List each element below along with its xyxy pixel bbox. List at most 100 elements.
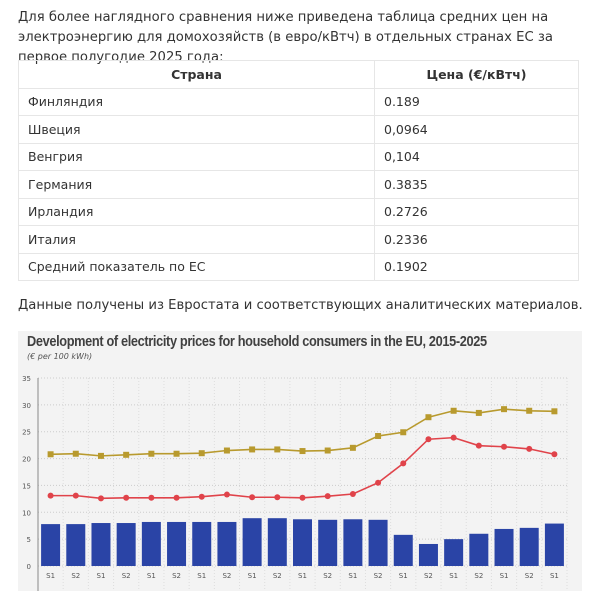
price-cell: 0,0964 bbox=[374, 115, 579, 144]
x-tick-label: S2 bbox=[71, 572, 80, 580]
x-tick-label: S2 bbox=[525, 572, 534, 580]
x-tick-label: S1 bbox=[399, 572, 408, 580]
x-tick-label: S2 bbox=[222, 572, 231, 580]
country-cell: Италия bbox=[18, 225, 375, 254]
data-point bbox=[501, 406, 508, 413]
y-tick-label: 5 bbox=[27, 536, 31, 544]
data-point bbox=[551, 408, 558, 415]
country-cell: Венгрия bbox=[18, 142, 375, 171]
data-point bbox=[324, 493, 331, 500]
x-tick-label: S1 bbox=[298, 572, 307, 580]
data-point bbox=[400, 460, 407, 467]
bar bbox=[418, 543, 438, 566]
data-point bbox=[299, 494, 306, 501]
data-point bbox=[349, 491, 356, 498]
y-tick-label: 20 bbox=[22, 456, 31, 464]
x-tick-label: S1 bbox=[550, 572, 559, 580]
x-tick-label: S2 bbox=[323, 572, 332, 580]
x-tick-label: S1 bbox=[46, 572, 55, 580]
data-point bbox=[72, 492, 79, 499]
table-header-row: Страна Цена (€/кВтч) bbox=[18, 60, 579, 89]
bar bbox=[267, 518, 287, 566]
data-point bbox=[551, 451, 558, 458]
data-point bbox=[526, 445, 533, 452]
data-point bbox=[450, 407, 457, 414]
chart-title: Development of electricity prices for ho… bbox=[27, 334, 487, 350]
electricity-price-chart: Development of electricity prices for ho… bbox=[18, 331, 582, 591]
country-cell: Финляндия bbox=[18, 87, 375, 116]
bar bbox=[393, 534, 413, 566]
price-cell: 0.2336 bbox=[374, 225, 579, 254]
price-table: Страна Цена (€/кВтч) Финляндия 0.189 Швеци… bbox=[18, 60, 579, 281]
y-tick-label: 10 bbox=[22, 509, 31, 517]
data-point bbox=[324, 447, 331, 454]
column-header-country: Страна bbox=[18, 60, 375, 89]
data-point bbox=[501, 443, 508, 450]
x-tick-label: S2 bbox=[122, 572, 131, 580]
data-point bbox=[198, 450, 205, 457]
data-point bbox=[148, 494, 155, 501]
data-point bbox=[249, 446, 256, 453]
country-cell: Средний показатель по ЕС bbox=[18, 252, 375, 281]
data-point bbox=[173, 450, 180, 457]
x-tick-label: S1 bbox=[97, 572, 106, 580]
data-point bbox=[123, 451, 130, 458]
x-tick-label: S1 bbox=[449, 572, 458, 580]
data-point bbox=[450, 434, 457, 441]
bar bbox=[91, 523, 111, 566]
table-row: Венгрия 0,104 bbox=[18, 142, 579, 171]
price-cell: 0.3835 bbox=[374, 170, 579, 199]
table-row: Средний показатель по ЕС 0.1902 bbox=[18, 252, 579, 281]
data-point bbox=[47, 451, 54, 458]
x-tick-label: S1 bbox=[248, 572, 257, 580]
bar bbox=[141, 521, 161, 566]
data-point bbox=[223, 447, 230, 454]
table-row: Финляндия 0.189 bbox=[18, 87, 579, 116]
bar bbox=[544, 523, 564, 566]
data-point bbox=[47, 492, 54, 499]
data-point bbox=[475, 442, 482, 449]
bar bbox=[116, 523, 136, 566]
bar bbox=[41, 524, 61, 566]
bar bbox=[494, 528, 514, 566]
x-tick-label: S1 bbox=[147, 572, 156, 580]
source-paragraph: Данные получены из Евростата и соответст… bbox=[18, 298, 583, 313]
data-point bbox=[123, 494, 130, 501]
table-row: Германия 0.3835 bbox=[18, 170, 579, 199]
data-point bbox=[375, 433, 382, 440]
x-tick-label: S2 bbox=[273, 572, 282, 580]
data-point bbox=[375, 479, 382, 486]
table-row: Италия 0.2336 bbox=[18, 225, 579, 254]
data-point bbox=[274, 446, 281, 453]
price-cell: 0.189 bbox=[374, 87, 579, 116]
bar bbox=[469, 533, 489, 566]
y-tick-label: 35 bbox=[22, 375, 31, 383]
data-point bbox=[299, 448, 306, 455]
x-tick-label: S2 bbox=[172, 572, 181, 580]
intro-paragraph: Для более наглядного сравнения ниже прив… bbox=[18, 10, 553, 65]
bar bbox=[444, 539, 464, 566]
y-tick-label: 0 bbox=[27, 563, 31, 571]
chart-unit: (€ per 100 kWh) bbox=[27, 352, 93, 361]
price-cell: 0.1902 bbox=[374, 252, 579, 281]
y-tick-label: 30 bbox=[22, 402, 31, 410]
x-tick-label: S2 bbox=[474, 572, 483, 580]
bar bbox=[293, 519, 312, 566]
bar bbox=[217, 521, 237, 566]
y-tick-label: 15 bbox=[22, 482, 31, 490]
price-cell: 0.2726 bbox=[374, 197, 579, 226]
bar bbox=[519, 527, 539, 566]
bar bbox=[343, 519, 363, 566]
country-cell: Швеция bbox=[18, 115, 375, 144]
bar bbox=[318, 519, 338, 566]
country-cell: Германия bbox=[18, 170, 375, 199]
x-tick-label: S1 bbox=[348, 572, 357, 580]
bar bbox=[66, 524, 86, 566]
data-point bbox=[475, 409, 482, 416]
y-tick-label: 25 bbox=[22, 429, 31, 437]
bar bbox=[192, 521, 212, 566]
x-tick-label: S1 bbox=[500, 572, 509, 580]
data-point bbox=[198, 493, 205, 500]
chart-plot: 0 5 10 15 20 25 30 35 S1 S2 S1 S2 S1 S2 S1 S2 S1 S2 S1 S2 S1… bbox=[22, 375, 568, 591]
x-tick-label: S1 bbox=[197, 572, 206, 580]
